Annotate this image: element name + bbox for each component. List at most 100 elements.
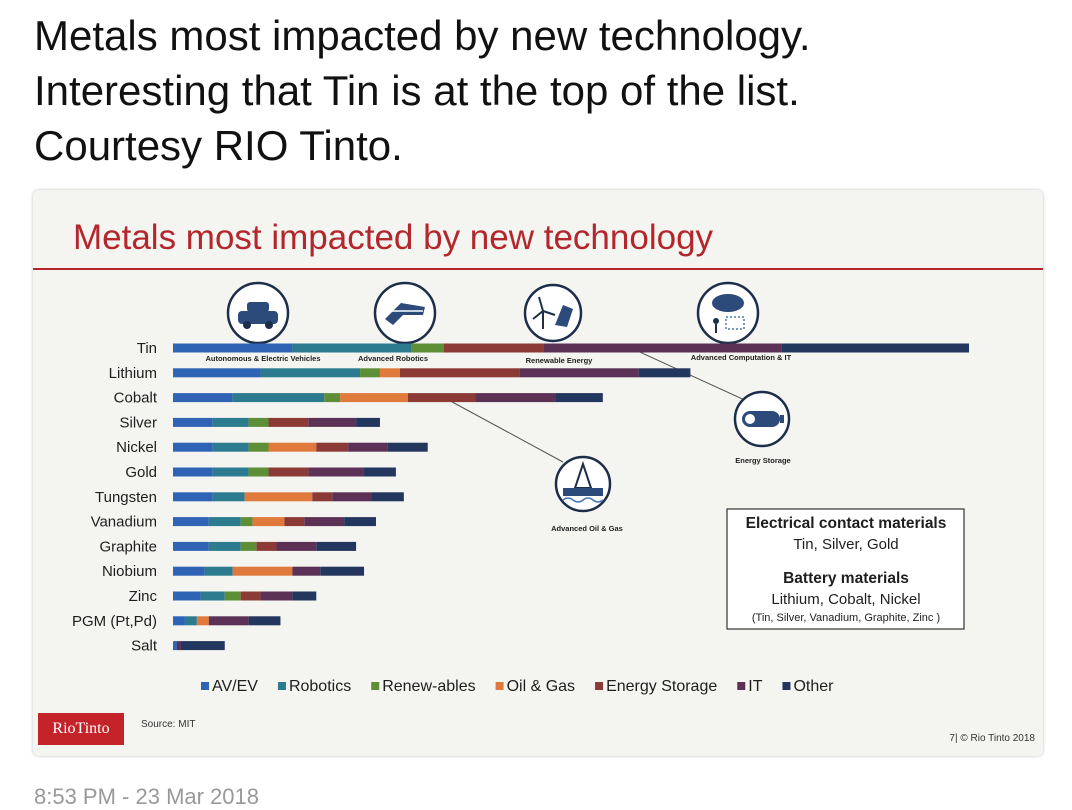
bar-segment xyxy=(208,541,241,551)
category-label: Gold xyxy=(125,464,157,481)
bar-segment xyxy=(173,393,233,403)
car-icon: Autonomous & Electric Vehicles xyxy=(205,281,321,363)
solar-panel xyxy=(555,305,573,327)
data-grid xyxy=(725,316,745,330)
category-label: Cobalt xyxy=(114,390,158,407)
category-label: Silver xyxy=(119,414,157,431)
bar-segment xyxy=(292,566,321,576)
legend-item: IT xyxy=(737,678,763,695)
materials-callout: Electrical contact materials Tin, Silver,… xyxy=(726,508,965,630)
stacked-bar-chart: Autonomous & Electric Vehicles Advanced R… xyxy=(72,281,969,695)
bar-segment xyxy=(284,517,305,527)
legend-swatch xyxy=(277,682,286,690)
category-label: Tin xyxy=(137,340,157,357)
rio-tinto-logo: RioTinto xyxy=(38,713,124,745)
bar-segment xyxy=(248,467,269,477)
bar-segment xyxy=(240,591,261,601)
technology-label: Autonomous & Electric Vehicles xyxy=(205,354,320,363)
bar-segment xyxy=(543,343,782,353)
tweet-line: Courtesy RIO Tinto. xyxy=(34,122,403,169)
slide-footer: 7| © Rio Tinto 2018 xyxy=(949,733,1035,744)
bar-segment xyxy=(212,467,249,477)
robot-hand-icon: Advanced Robotics xyxy=(358,281,437,363)
legend-label: Renew-ables xyxy=(382,678,475,695)
bar-segment xyxy=(173,442,213,452)
rig-platform xyxy=(563,488,603,496)
source-note: Source: MIT xyxy=(141,719,196,730)
title-divider xyxy=(33,268,1043,270)
bar-segment xyxy=(356,417,380,427)
connector-line xyxy=(442,396,564,463)
bar-segment xyxy=(224,591,241,601)
bar-segment xyxy=(324,393,341,403)
bar-segment xyxy=(379,368,400,378)
legend-label: IT xyxy=(748,678,762,695)
category-label: PGM (Pt,Pd) xyxy=(72,613,157,630)
legend-item: Robotics xyxy=(277,678,351,695)
callout-note: (Tin, Silver, Vanadium, Graphite, Zinc ) xyxy=(752,612,940,624)
legend-label: Oil & Gas xyxy=(507,678,575,695)
bar-segment xyxy=(173,417,213,427)
chart-image[interactable]: Metals most impacted by new technology A… xyxy=(33,190,1043,756)
bar-segment xyxy=(173,517,209,527)
category-label: Lithium xyxy=(109,365,157,382)
battery-cap xyxy=(745,414,755,424)
legend-swatch xyxy=(371,682,380,690)
bar-segment xyxy=(781,343,969,353)
bar-segment xyxy=(411,343,444,353)
bar-segment xyxy=(240,517,253,527)
bar-segment xyxy=(268,467,309,477)
bar-segment xyxy=(308,417,357,427)
bar-segment xyxy=(208,616,249,626)
bar-segment xyxy=(638,368,691,378)
bar-segment xyxy=(555,393,603,403)
car-wheel xyxy=(265,321,273,329)
bar-segment xyxy=(248,616,281,626)
legend-item: Energy Storage xyxy=(595,678,717,695)
technology-label: Advanced Robotics xyxy=(358,354,428,363)
legend-swatch xyxy=(595,682,604,690)
bar-segment xyxy=(360,368,380,378)
category-label: Vanadium xyxy=(91,514,157,531)
bar-segment xyxy=(475,393,556,403)
car-wheel xyxy=(243,321,251,329)
person-head xyxy=(713,318,719,324)
legend-label: Other xyxy=(793,678,834,695)
bar-segment xyxy=(372,492,404,502)
callout-box xyxy=(726,508,965,630)
bar-segment xyxy=(244,492,313,502)
bar-segment xyxy=(173,492,213,502)
bar-segment xyxy=(196,616,209,626)
legend-item: AV/EV xyxy=(201,678,258,695)
bar-segment xyxy=(312,492,333,502)
bar-segment xyxy=(316,541,357,551)
bar-segment xyxy=(407,393,476,403)
bar-segment xyxy=(173,566,205,576)
bar-segment xyxy=(292,343,412,353)
bar-segment xyxy=(173,343,293,353)
bar-segment xyxy=(232,393,325,403)
bar-segment xyxy=(387,442,428,452)
bar-segment xyxy=(184,616,197,626)
callout-text: Lithium, Cobalt, Nickel xyxy=(771,591,920,608)
bar-segment xyxy=(173,641,177,651)
bar-segment xyxy=(308,467,365,477)
category-label: Tungsten xyxy=(95,489,157,506)
bar-segment xyxy=(260,368,361,378)
legend-swatch xyxy=(782,682,791,690)
bar-segment xyxy=(252,517,285,527)
category-label: Zinc xyxy=(129,588,158,605)
battery-tip xyxy=(780,415,784,423)
cloud-shape xyxy=(712,294,744,312)
legend-label: Robotics xyxy=(289,678,351,695)
legend-item: Other xyxy=(782,678,834,695)
rig-waves xyxy=(562,497,604,503)
legend-swatch xyxy=(495,682,504,690)
bar-segment xyxy=(443,343,544,353)
category-label: Niobium xyxy=(102,563,157,580)
bar-segment xyxy=(399,368,520,378)
bar-segment xyxy=(344,517,376,527)
technology-label: Advanced Oil & Gas xyxy=(551,524,623,533)
bar-segment xyxy=(248,417,269,427)
bar-segment xyxy=(176,641,181,651)
